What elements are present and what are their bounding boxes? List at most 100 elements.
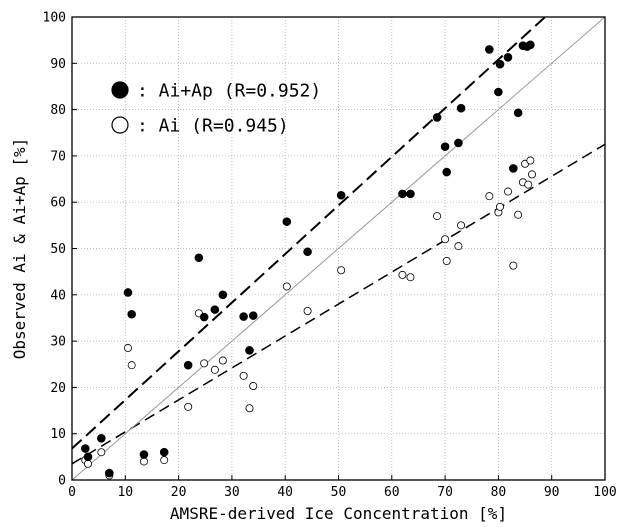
- point-ai-ap: [105, 468, 114, 478]
- x-tick-label: 30: [224, 485, 240, 500]
- point-ai-ap: [81, 444, 90, 453]
- point-ai-ap: [454, 138, 463, 148]
- point-ai: [127, 361, 136, 370]
- x-tick-label: 70: [437, 485, 453, 500]
- x-tick-label: 100: [593, 485, 616, 500]
- point-ai-ap: [456, 103, 466, 113]
- fit-line-ai: [72, 143, 605, 465]
- point-ai: [509, 261, 518, 270]
- point-ai: [249, 382, 258, 391]
- y-tick-label: 80: [50, 103, 66, 118]
- point-ai: [441, 235, 450, 244]
- point-ai-ap: [127, 309, 136, 319]
- point-ai: [514, 210, 523, 219]
- x-tick-label: 40: [277, 485, 293, 500]
- point-ai: [200, 359, 209, 368]
- point-ai-ap: [194, 253, 204, 263]
- point-ai-ap: [406, 189, 415, 199]
- point-ai-ap: [248, 311, 258, 320]
- point-ai-ap: [336, 190, 346, 200]
- y-tick-label: 90: [50, 57, 66, 72]
- point-ai: [454, 242, 463, 251]
- x-axis-label: AMSRE-derived Ice Concentration [%]: [170, 504, 507, 523]
- point-ai: [398, 270, 407, 279]
- legend-label-ai: : Ai (R=0.945): [137, 116, 289, 137]
- point-ai-ap: [303, 247, 312, 257]
- point-ai-ap: [494, 87, 503, 97]
- point-ai-ap: [139, 450, 149, 459]
- point-ai-ap: [245, 346, 254, 355]
- y-tick-label: 40: [50, 288, 66, 303]
- y-tick-label: 70: [50, 149, 66, 164]
- x-tick-label: 10: [117, 485, 133, 500]
- point-ai-ap: [239, 312, 248, 321]
- point-ai: [184, 402, 193, 411]
- y-tick-label: 20: [50, 381, 66, 396]
- point-ai: [97, 448, 106, 457]
- point-ai: [303, 307, 312, 316]
- point-ai-ap: [282, 217, 292, 226]
- point-ai-ap: [509, 164, 518, 173]
- fit-lines: [72, 17, 605, 465]
- point-ai: [337, 266, 346, 275]
- one-to-one-line: [72, 17, 605, 480]
- y-tick-label: 50: [50, 242, 66, 257]
- axis-ticks: 0 10 20 30 40 50 60 70 80 90 100 0 10 20 30 40 50 60 70 80 9…: [43, 11, 617, 501]
- point-ai: [485, 192, 494, 201]
- point-ai: [139, 457, 148, 466]
- legend-label-ai-ap: : Ai+Ap (R=0.952): [137, 81, 321, 102]
- y-axis-label: Observed Ai & Ai+Ap [%]: [10, 138, 29, 360]
- point-ai: [526, 156, 535, 165]
- point-ai-ap: [398, 189, 407, 199]
- point-ai: [457, 221, 466, 230]
- legend-marker-ai: [111, 116, 129, 134]
- point-ai-ap: [495, 59, 505, 69]
- point-ai-ap: [159, 447, 169, 457]
- point-ai-ap: [503, 52, 513, 62]
- point-ai-ap: [97, 434, 106, 443]
- point-ai-ap: [210, 305, 220, 314]
- legend: : Ai+Ap (R=0.952) : Ai (R=0.945): [111, 81, 321, 137]
- reference-line: [72, 17, 605, 480]
- point-ai-ap: [485, 45, 494, 54]
- point-ai-ap: [123, 288, 133, 297]
- y-tick-label: 10: [50, 427, 66, 442]
- x-tick-label: 0: [68, 485, 76, 500]
- point-ai-ap: [183, 360, 193, 370]
- fit-line-ai-ap: [72, 17, 547, 450]
- point-ai-ap: [218, 290, 228, 300]
- point-ai: [282, 282, 291, 291]
- point-ai: [83, 459, 92, 468]
- y-tick-label: 0: [58, 474, 66, 489]
- x-tick-label: 80: [491, 485, 507, 500]
- point-ai: [210, 365, 219, 374]
- y-tick-label: 100: [43, 11, 66, 26]
- point-ai: [442, 257, 451, 266]
- point-ai: [527, 170, 536, 179]
- x-tick-label: 20: [171, 485, 187, 500]
- point-ai: [239, 371, 248, 380]
- point-ai: [160, 456, 169, 465]
- point-ai: [524, 180, 533, 189]
- x-tick-label: 90: [544, 485, 560, 500]
- point-ai: [495, 202, 504, 211]
- point-ai: [218, 356, 227, 365]
- y-tick-label: 60: [50, 196, 66, 211]
- point-ai-ap: [442, 167, 451, 177]
- point-ai-ap: [432, 113, 442, 122]
- data-points: [81, 40, 536, 480]
- x-tick-label: 50: [331, 485, 347, 500]
- x-tick-label: 60: [384, 485, 400, 500]
- point-ai: [123, 344, 132, 353]
- y-tick-label: 30: [50, 335, 66, 350]
- legend-marker-ai-ap: [111, 81, 129, 99]
- point-ai: [245, 404, 254, 413]
- point-ai: [503, 187, 512, 196]
- point-ai: [406, 273, 415, 282]
- point-ai-ap: [513, 108, 523, 118]
- point-ai-ap: [526, 40, 535, 50]
- point-ai: [433, 212, 442, 221]
- point-ai-ap: [83, 452, 93, 462]
- point-ai-ap: [199, 312, 209, 322]
